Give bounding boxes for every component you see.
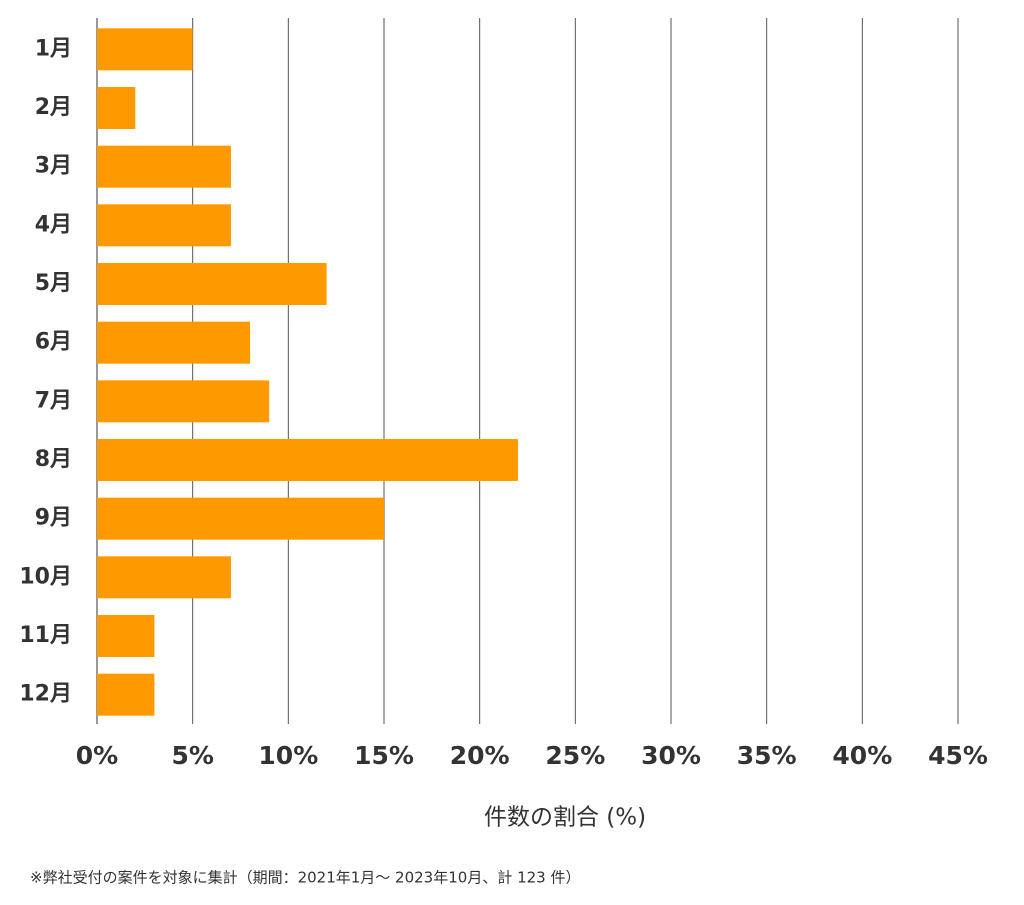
bar xyxy=(97,87,136,129)
footnote: ※弊社受付の案件を対象に集計（期間：2021年1月～ 2023年10月、計 12… xyxy=(30,869,580,887)
bar xyxy=(97,615,155,657)
bar xyxy=(97,145,231,188)
y-tick-label: 12月 xyxy=(19,682,72,707)
bar xyxy=(97,204,231,247)
x-tick-label: 45% xyxy=(928,741,988,770)
x-tick-label: 15% xyxy=(354,741,414,770)
bar xyxy=(97,439,518,481)
bar xyxy=(97,497,384,540)
bar xyxy=(97,673,155,716)
y-tick-label: 3月 xyxy=(35,154,72,179)
y-tick-label: 10月 xyxy=(19,564,72,589)
y-tick-label: 1月 xyxy=(35,36,72,61)
x-tick-label: 30% xyxy=(641,741,701,770)
x-axis-label: 件数の割合 (%) xyxy=(484,805,646,831)
y-tick-label: 5月 xyxy=(35,271,72,296)
bar xyxy=(97,321,251,364)
x-tick-label: 25% xyxy=(545,741,605,770)
x-tick-label: 5% xyxy=(171,741,213,770)
bar xyxy=(97,263,327,305)
x-tick-label: 35% xyxy=(737,741,797,770)
y-tick-label: 6月 xyxy=(35,330,72,355)
y-tick-label: 8月 xyxy=(35,447,72,472)
bar xyxy=(97,556,231,599)
y-tick-label: 7月 xyxy=(35,388,72,413)
y-tick-label: 4月 xyxy=(35,212,72,237)
y-tick-label: 11月 xyxy=(19,623,72,648)
bar xyxy=(97,380,270,423)
y-tick-label: 2月 xyxy=(35,95,72,120)
x-tick-label: 40% xyxy=(832,741,892,770)
x-tick-label: 0% xyxy=(76,741,118,770)
x-tick-label: 20% xyxy=(450,741,510,770)
x-tick-label: 10% xyxy=(258,741,318,770)
bar xyxy=(97,28,193,71)
y-tick-label: 9月 xyxy=(35,506,72,531)
